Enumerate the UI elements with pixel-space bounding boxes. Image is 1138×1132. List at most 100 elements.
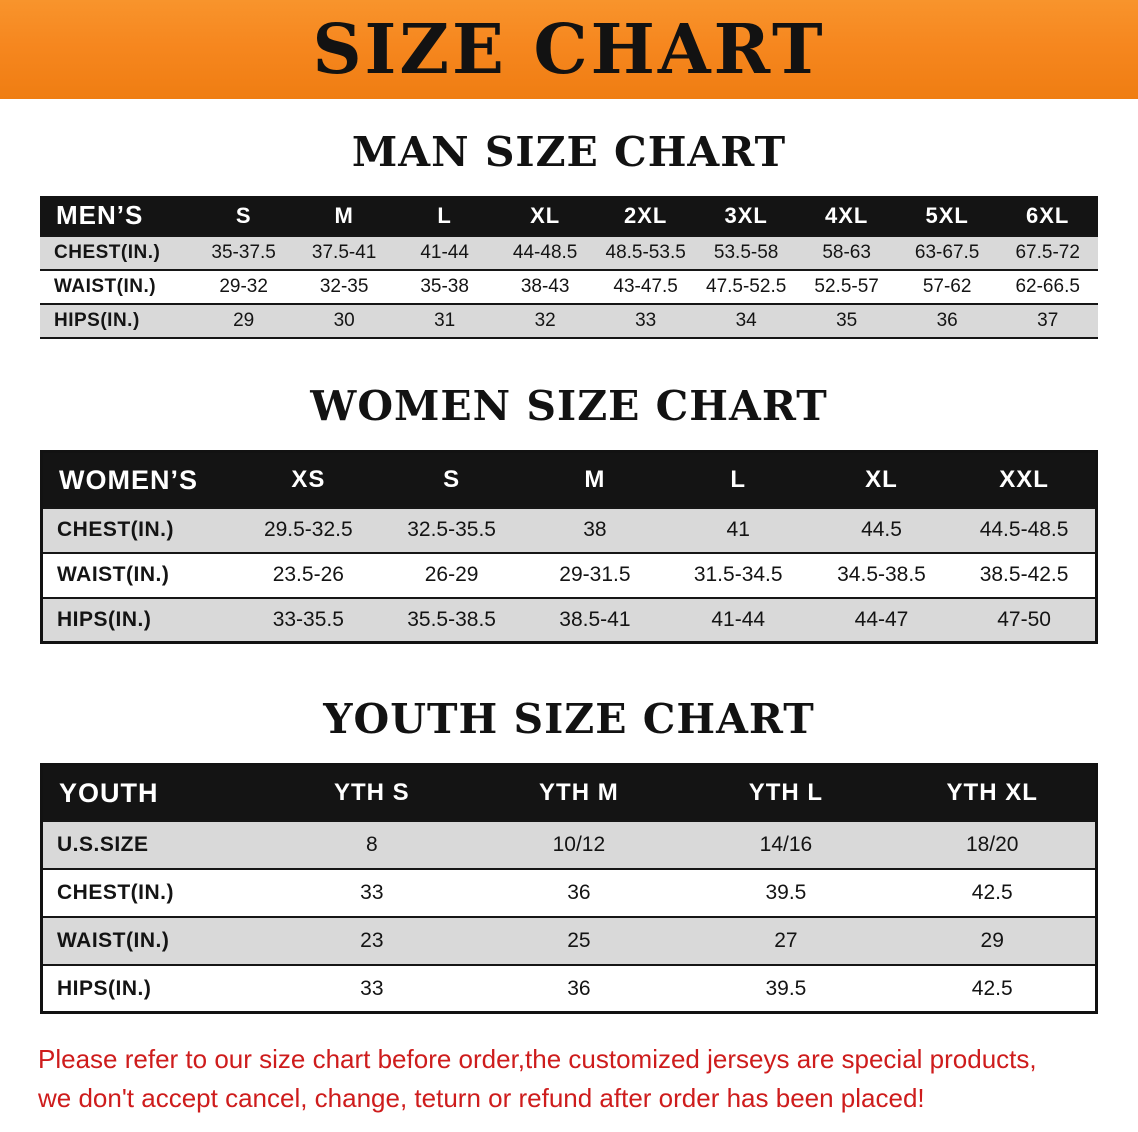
measurement-value-cell: 14/16 [759,832,813,856]
measurement-value-cell: 10/12 [552,832,606,856]
banner-title: SIZE CHART [312,9,826,90]
measurement-value-cell: 31 [434,310,456,332]
measurement-value-cell: 63-67.5 [914,242,980,264]
table-title-cell: MEN’S [40,196,194,237]
measurement-value-cell: 41-44 [420,242,469,264]
measurement-value-cell: 52.5-57 [814,276,879,298]
measurement-value-cell: 33 [360,880,384,904]
measurement-value-cell: 42.5 [971,976,1013,1000]
measurement-value-cell: 44-47 [854,608,909,632]
men-section-heading: MAN SIZE CHART [351,128,787,176]
measurement-value-cell: 29-32 [219,276,268,298]
measurement-value-cell: 32.5-35.5 [407,518,496,542]
size-header-cell: YTH M [475,764,683,821]
measurement-value-cell: 38.5-41 [559,608,631,632]
disclaimer-text: Please refer to our size chart before or… [38,1040,1100,1118]
youth-size-section: YOUTH SIZE CHART YOUTH YTH S YTH M YTH L YTH… [0,695,1138,1015]
table-row: WAIST(IN.) 29-32 32-35 35-38 38-43 43-47.5 47.… [40,270,1098,305]
row-label-cell: HIPS(IN.) [54,310,140,332]
measurement-value-cell: 29-31.5 [559,563,631,587]
measurement-value-cell: 27 [774,928,798,952]
measurement-value-cell: 23 [360,928,384,952]
table-row: WAIST(IN.) 23.5-26 26-29 29-31.5 31.5-34.5 34… [41,552,1097,598]
size-header-cell: 2XL [595,196,696,237]
size-header-cell: XL [494,196,596,237]
table-title-cell: WOMEN’S [41,451,237,508]
row-label-cell: HIPS(IN.) [57,608,152,632]
measurement-value-cell: 36 [936,310,958,332]
table-row: CHEST(IN.) 33 36 39.5 42.5 [41,868,1097,917]
size-header-cell: XL [809,451,954,508]
table-row: HIPS(IN.) 29 30 31 32 33 34 35 36 37 [40,304,1098,339]
measurement-value-cell: 38.5-42.5 [979,563,1069,587]
measurement-value-cell: 31.5-34.5 [693,563,783,587]
measurement-value-cell: 35-37.5 [211,242,276,264]
measurement-value-cell: 44-48.5 [512,242,578,264]
youth-size-table: YOUTH YTH S YTH M YTH L YTH XL U.S.SIZE 8 10/12… [40,763,1098,1015]
measurement-value-cell: 53.5-58 [713,242,779,264]
men-size-table: MEN’S S M L XL 2XL 3XL 4XL 5XL 6XL CHEST(IN.) 35-37… [40,196,1098,339]
row-label-cell: U.S.SIZE [57,832,149,856]
measurement-value-cell: 35-38 [420,276,469,298]
table-row: WAIST(IN.) 23 25 27 29 [41,916,1097,965]
measurement-value-cell: 34 [735,310,757,332]
size-chart-banner: SIZE CHART [0,0,1138,99]
measurement-value-cell: 39.5 [765,880,807,904]
table-header-row: WOMEN’S XS S M L XL XXL [41,451,1097,508]
row-label-cell: HIPS(IN.) [57,976,152,1000]
measurement-value-cell: 48.5-53.5 [605,242,686,264]
men-size-section: MAN SIZE CHART MEN’S S M L XL 2XL 3XL 4XL 5XL 6XL… [0,128,1138,339]
measurement-value-cell: 36 [567,976,591,1000]
measurement-value-cell: 23.5-26 [272,563,344,587]
size-header-cell: S [193,196,294,237]
size-header-cell: 4XL [796,196,897,237]
measurement-value-cell: 36 [567,880,591,904]
size-header-cell: YTH S [268,764,476,821]
measurement-value-cell: 33-35.5 [272,608,344,632]
measurement-value-cell: 43-47.5 [613,276,678,298]
row-label-cell: WAIST(IN.) [57,928,170,952]
measurement-value-cell: 26-29 [424,563,479,587]
measurement-value-cell: 42.5 [971,880,1013,904]
measurement-value-cell: 25 [567,928,591,952]
table-row: U.S.SIZE 8 10/12 14/16 18/20 [41,820,1097,869]
women-size-table: WOMEN’S XS S M L XL XXL CHEST(IN.) 29.5-32.5 32.5… [40,450,1098,645]
size-header-cell: M [293,196,395,237]
size-header-cell: XS [236,451,380,508]
measurement-value-cell: 67.5-72 [1015,242,1080,264]
table-header-row: YOUTH YTH S YTH M YTH L YTH XL [41,764,1097,821]
measurement-value-cell: 32-35 [319,276,369,298]
measurement-value-cell: 41 [726,518,750,542]
size-chart-content: MAN SIZE CHART MEN’S S M L XL 2XL 3XL 4XL 5XL 6XL… [0,128,1138,1118]
measurement-value-cell: 33 [360,976,384,1000]
size-header-cell: XXL [953,451,1097,508]
measurement-value-cell: 18/20 [965,832,1019,856]
measurement-value-cell: 32 [534,310,556,332]
measurement-value-cell: 35.5-38.5 [407,608,496,632]
measurement-value-cell: 39.5 [765,976,807,1000]
measurement-value-cell: 38 [583,518,607,542]
youth-section-heading: YOUTH SIZE CHART [323,695,815,744]
size-header-cell: YTH XL [889,764,1097,821]
women-size-section: WOMEN SIZE CHART WOMEN’S XS S M L XL XXL CHEST(… [0,382,1138,645]
measurement-value-cell: 47.5-52.5 [706,276,787,298]
measurement-value-cell: 29.5-32.5 [263,518,353,542]
table-header-row: MEN’S S M L XL 2XL 3XL 4XL 5XL 6XL [40,196,1098,237]
row-label-cell: WAIST(IN.) [57,563,170,587]
women-section-heading: WOMEN SIZE CHART [310,382,828,431]
size-header-cell: L [394,196,495,237]
measurement-value-cell: 57-62 [922,276,972,298]
size-header-cell: 3XL [695,196,797,237]
disclaimer-line-2: we don't accept cancel, change, teturn o… [38,1083,925,1114]
size-header-cell: YTH L [682,764,890,821]
table-title-cell: YOUTH [41,764,269,821]
row-label-cell: CHEST(IN.) [57,880,174,904]
size-header-cell: M [523,451,667,508]
measurement-value-cell: 58-63 [822,242,871,264]
measurement-value-cell: 44.5-48.5 [979,518,1069,542]
size-header-cell: 6XL [997,196,1098,237]
measurement-value-cell: 30 [333,310,355,332]
measurement-value-cell: 29 [980,928,1004,952]
table-row: HIPS(IN.) 33-35.5 35.5-38.5 38.5-41 41-44 44-… [41,597,1097,643]
row-label-cell: CHEST(IN.) [54,242,161,264]
